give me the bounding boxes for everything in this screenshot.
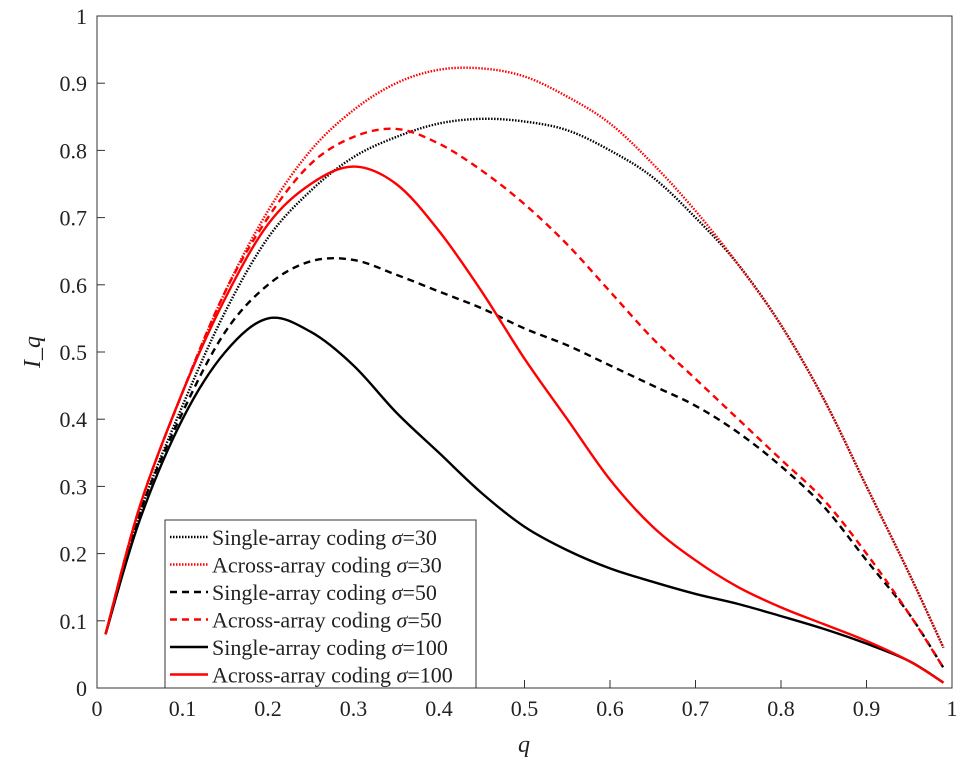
x-tick-label: 0.2 <box>254 696 282 721</box>
x-tick-label: 0.7 <box>682 696 710 721</box>
series-line-1 <box>104 66 945 649</box>
y-tick-label: 0.4 <box>60 407 88 432</box>
x-tick-label: 0.9 <box>853 696 881 721</box>
x-tick-label: 1 <box>947 696 958 721</box>
series-line-4 <box>104 316 945 684</box>
y-tick-label: 0 <box>76 676 87 701</box>
x-tick-label: 0 <box>92 696 103 721</box>
y-tick-label: 1 <box>76 4 87 29</box>
y-tick-label: 0.1 <box>60 609 88 634</box>
x-tick-label: 0.1 <box>169 696 197 721</box>
x-tick-label: 0.8 <box>767 696 795 721</box>
y-axis-label: I_q <box>20 336 46 369</box>
series-line-2 <box>104 257 945 669</box>
legend-entry: Across-array coding σ=50 <box>212 608 442 633</box>
legend-entry: Across-array coding σ=100 <box>212 663 453 688</box>
x-tick-label: 0.5 <box>511 696 539 721</box>
x-axis-label: q <box>518 732 530 758</box>
legend-entry: Single-array coding σ=100 <box>212 635 448 660</box>
series-line-5 <box>104 165 945 684</box>
legend-entry: Single-array coding σ=50 <box>212 580 437 605</box>
legend-entry: Across-array coding σ=30 <box>212 553 442 578</box>
y-tick-label: 0.8 <box>60 138 88 163</box>
x-tick-label: 0.4 <box>425 696 453 721</box>
series-line-3 <box>104 127 945 669</box>
legend-entry: Single-array coding σ=30 <box>212 525 437 550</box>
legend-box <box>164 519 477 689</box>
y-tick-label: 0.5 <box>60 340 88 365</box>
y-tick-label: 0.7 <box>60 206 88 231</box>
y-tick-label: 0.2 <box>60 542 88 567</box>
y-tick-label: 0.9 <box>60 71 88 96</box>
plot-area-frame <box>96 15 953 689</box>
y-tick-label: 0.6 <box>60 273 88 298</box>
legend: Single-array coding σ=30 Across-array cod… <box>164 519 477 689</box>
x-tick-label: 0.3 <box>340 696 368 721</box>
x-tick-label: 0.6 <box>596 696 624 721</box>
y-tick-label: 0.3 <box>60 474 88 499</box>
